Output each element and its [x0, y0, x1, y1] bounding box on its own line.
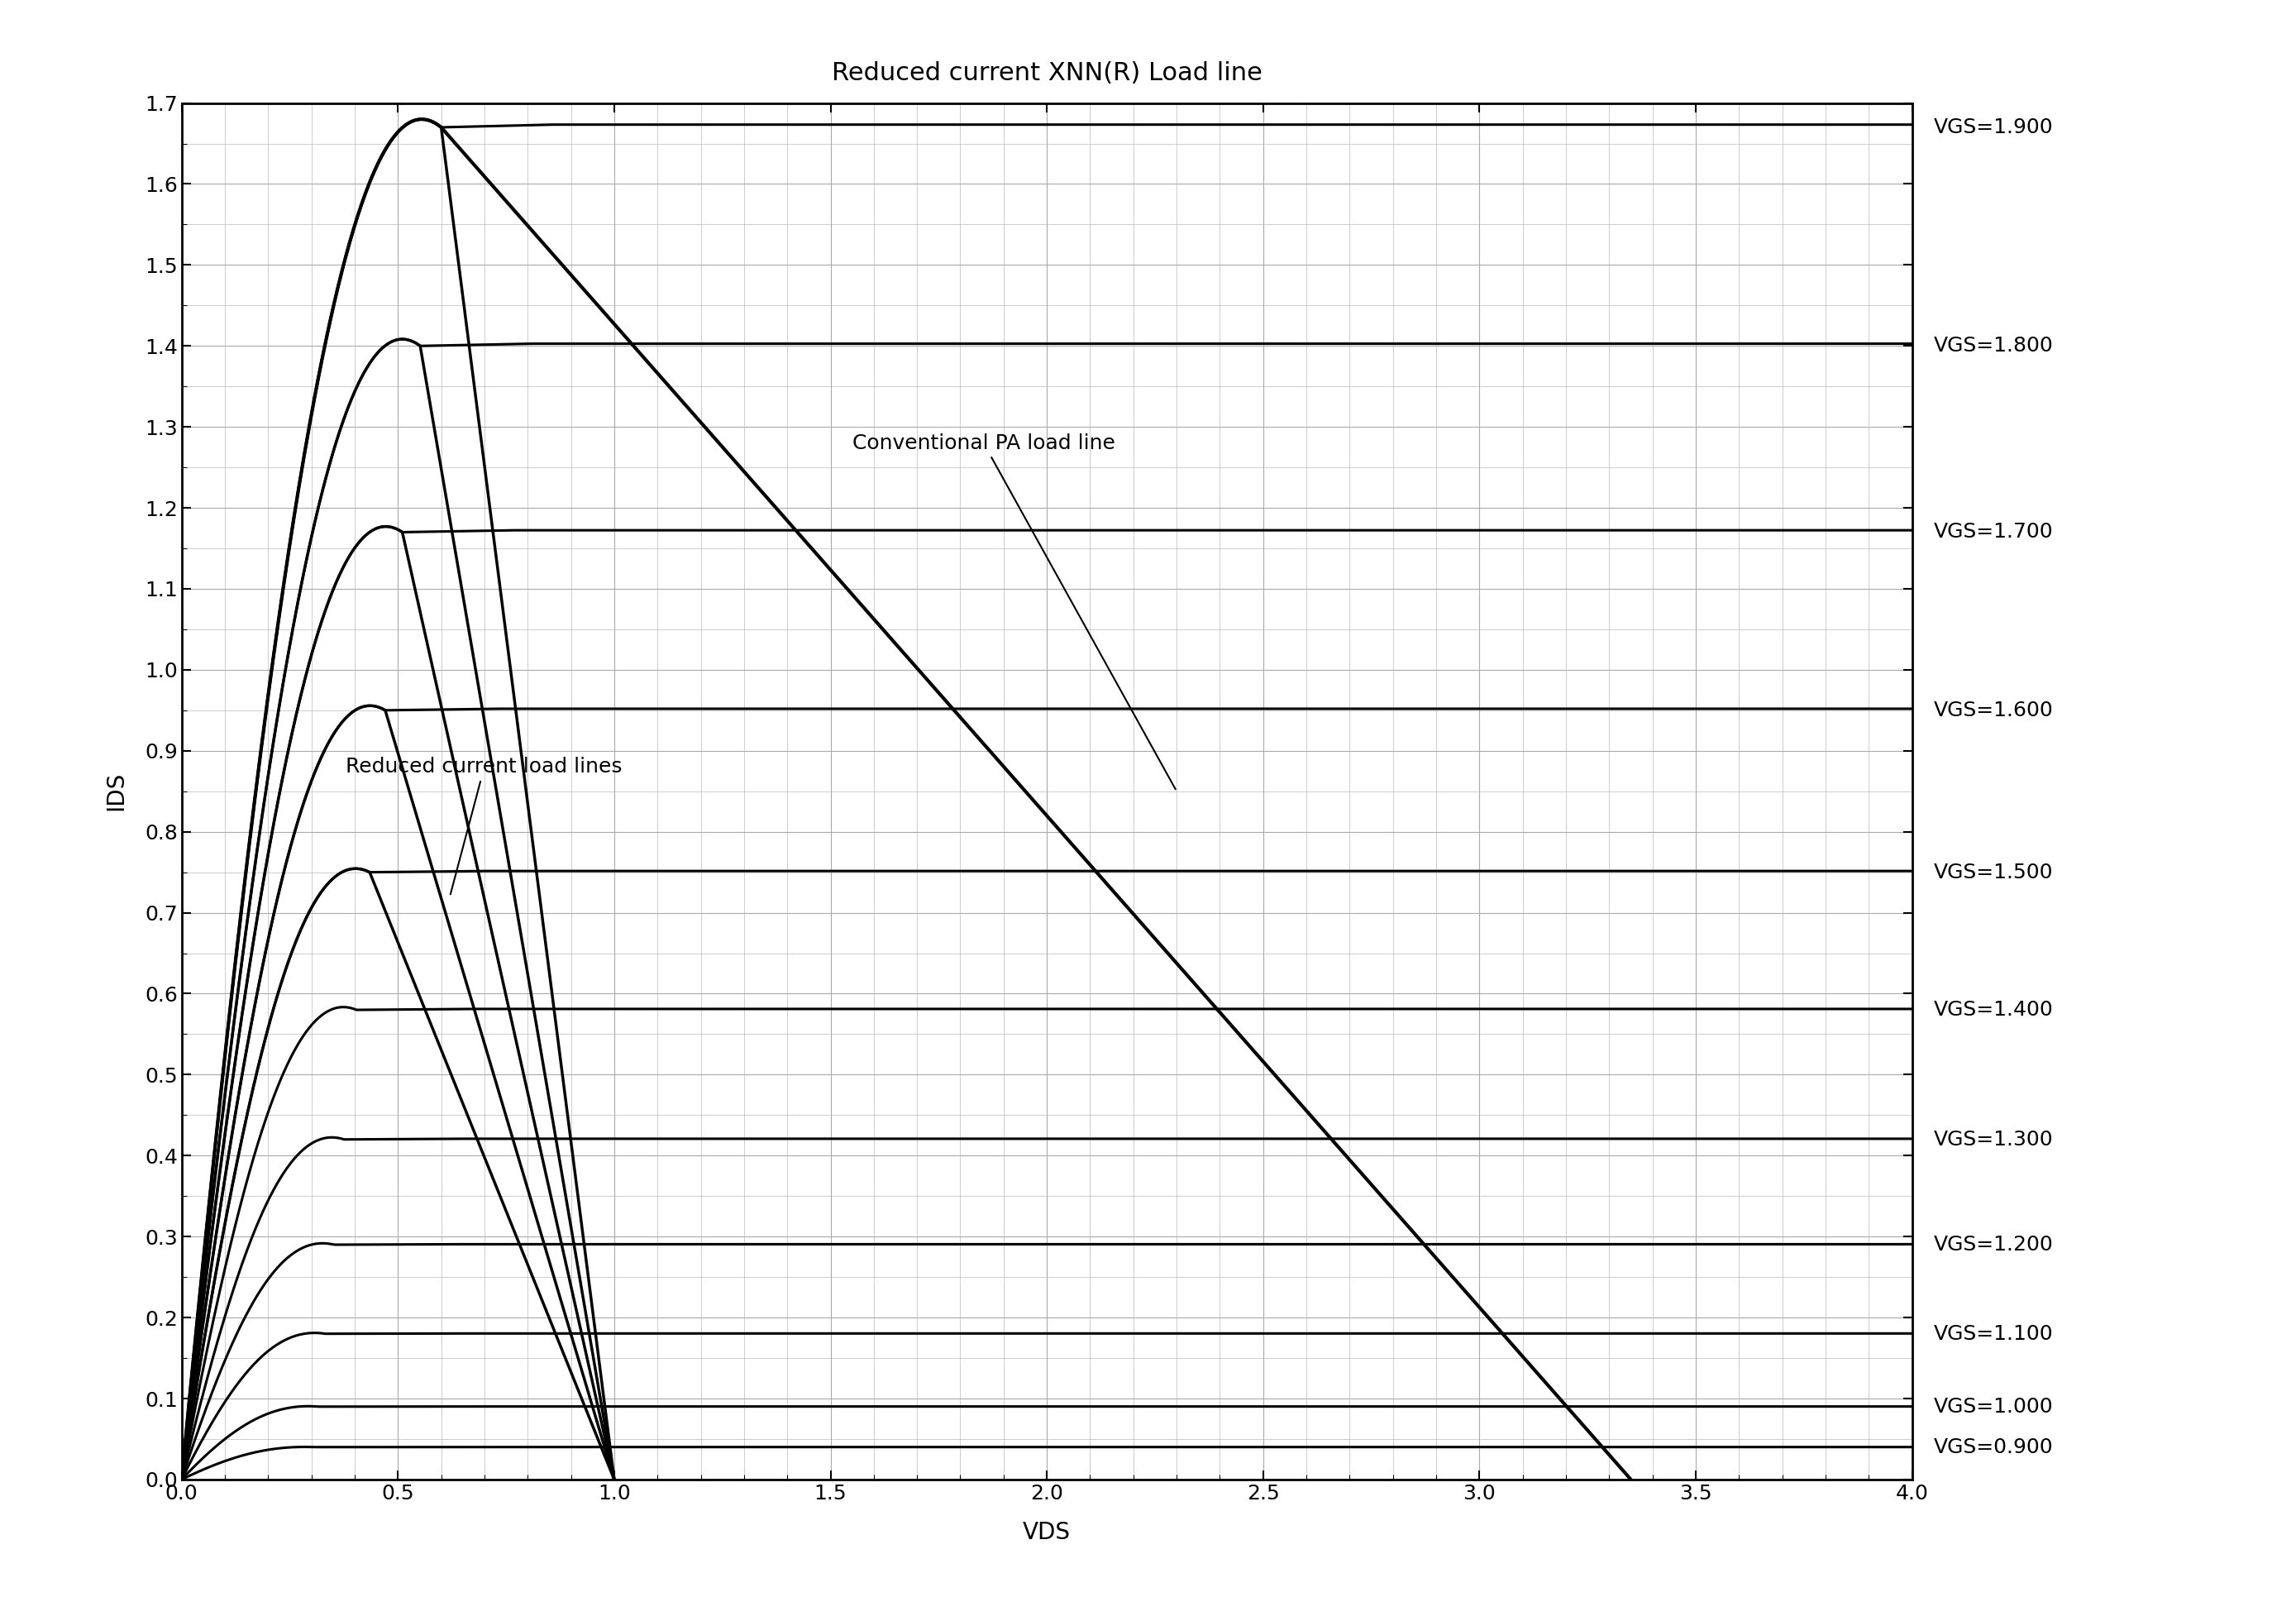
Title: Reduced current XNN(R) Load line: Reduced current XNN(R) Load line — [831, 62, 1263, 84]
Text: VGS=1.900: VGS=1.900 — [1933, 117, 2053, 138]
X-axis label: VDS: VDS — [1022, 1520, 1070, 1543]
Text: VGS=1.000: VGS=1.000 — [1933, 1397, 2053, 1417]
Text: VGS=1.400: VGS=1.400 — [1933, 1000, 2053, 1020]
Text: VGS=1.100: VGS=1.100 — [1933, 1324, 2053, 1344]
Text: VGS=1.500: VGS=1.500 — [1933, 862, 2053, 882]
Text: Conventional PA load line: Conventional PA load line — [852, 433, 1176, 789]
Text: VGS=1.600: VGS=1.600 — [1933, 700, 2053, 720]
Text: VGS=0.900: VGS=0.900 — [1933, 1438, 2053, 1457]
Text: Reduced current load lines: Reduced current load lines — [347, 757, 622, 895]
Text: VGS=1.300: VGS=1.300 — [1933, 1130, 2053, 1149]
Text: VGS=1.200: VGS=1.200 — [1933, 1235, 2053, 1255]
Text: VGS=1.700: VGS=1.700 — [1933, 522, 2053, 541]
Y-axis label: IDS: IDS — [103, 772, 126, 810]
Text: VGS=1.800: VGS=1.800 — [1933, 336, 2053, 357]
